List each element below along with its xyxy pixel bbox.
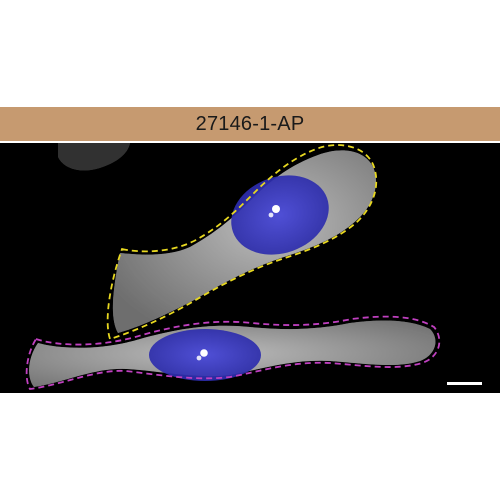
micrograph-image: [0, 143, 500, 393]
antibody-label: 27146-1-AP: [195, 112, 305, 135]
bottom-cell-nucleolus-secondary: [196, 355, 202, 361]
scale-bar: [447, 382, 482, 385]
bottom-cell-nucleolus: [200, 349, 208, 357]
top-cell-outline: [106, 144, 378, 341]
top-cell-nucleolus: [272, 205, 280, 213]
antibody-label-band: 27146-1-AP: [0, 107, 500, 141]
top-cell-nucleus: [231, 175, 329, 255]
bottom-cell-outline: [25, 315, 441, 390]
top-cell-nucleolus-secondary: [268, 212, 274, 218]
background-cell-fragment: [58, 143, 130, 171]
micrograph-svg: [25, 143, 482, 390]
